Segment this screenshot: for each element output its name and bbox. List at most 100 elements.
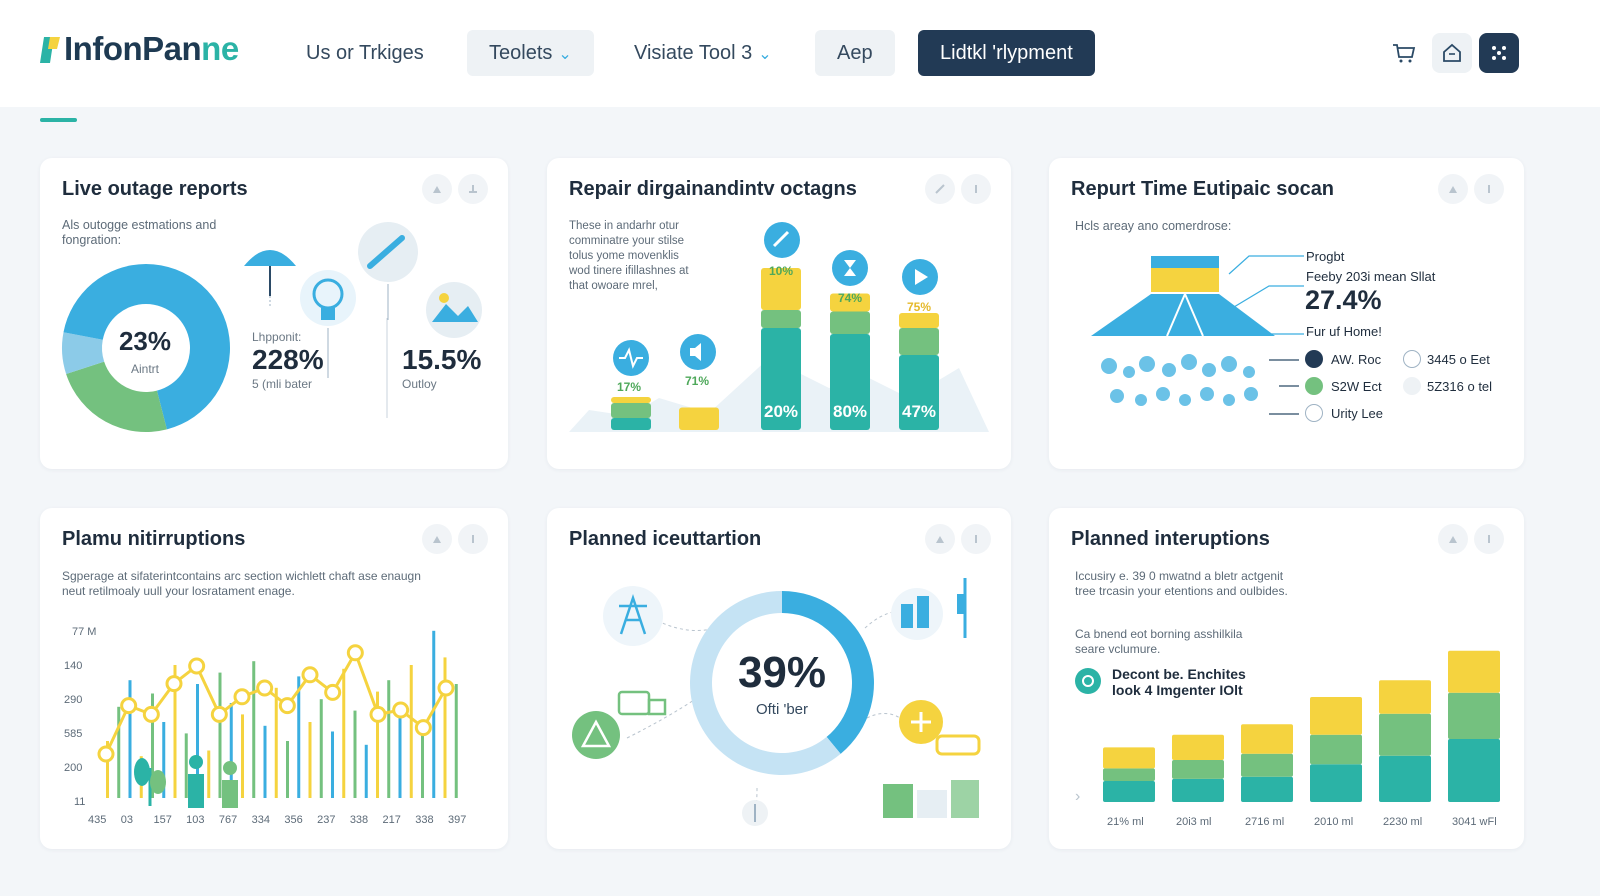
repair-bar-chart (611, 268, 939, 430)
nav-item-tools[interactable]: Teolets ⌄ (467, 30, 594, 76)
interruption-point-8 (278, 697, 296, 715)
card-description: Iccusiry e. 39 0 mwatnd a bletr actgenit… (1075, 569, 1288, 599)
refresh-icon[interactable] (1075, 668, 1101, 694)
nav-item-0[interactable]: Us or Trkiges (284, 30, 446, 76)
repair-bar-4-seg-2 (899, 313, 939, 328)
interruption-point-2 (142, 705, 160, 723)
card-description: Als outogge estmations and fongration: (62, 218, 216, 248)
interruption-bar-4 (151, 693, 154, 798)
interruption-bar-4-seg-2 (1379, 680, 1431, 714)
share-icon[interactable] (422, 524, 452, 554)
settings-icon[interactable] (1474, 174, 1504, 204)
share-icon[interactable] (1438, 174, 1468, 204)
interruption-bar-1-seg-0 (1172, 778, 1224, 802)
interruption-bar-20 (331, 731, 334, 798)
x-tick: 237 (317, 814, 336, 826)
settings-icon[interactable] (961, 524, 991, 554)
legend-label: AW. Roc (1331, 352, 1382, 367)
share-icon[interactable] (422, 174, 452, 204)
x-label: 2010 ml (1314, 816, 1354, 828)
interruption-bar-1 (117, 706, 121, 798)
outage-donut-slice-2 (61, 332, 105, 374)
card-title: Planned interuptions (1071, 528, 1270, 550)
interruption-bar-11 (229, 703, 233, 798)
interruption-bar-0-seg-0 (1103, 781, 1155, 802)
repair-bar-2-seg-0 (761, 328, 801, 430)
cart-icon[interactable] (1384, 33, 1424, 73)
edit-icon[interactable] (925, 174, 955, 204)
desc-line: neut retilmoaly uull your losratament en… (62, 584, 295, 598)
interruption-bar-28 (421, 729, 424, 798)
primary-cta-button[interactable]: Lidtkl 'rlypment (918, 30, 1095, 76)
interruption-bar-2-seg-0 (1241, 776, 1293, 802)
city-icon (891, 578, 967, 640)
logo-mark-icon (40, 33, 62, 65)
card-actions (925, 174, 991, 204)
card-title: Plamu nitirruptions (62, 528, 246, 550)
repair-bar-4-seg-0 (899, 355, 939, 430)
repair-bar-0-seg-0 (611, 418, 651, 430)
card-title: Planned iceuttartion (569, 528, 762, 550)
y-tick: 290 (64, 694, 83, 706)
x-axis-labels: 21% ml 20i3 ml 2716 ml 2010 ml 2230 ml 3… (1089, 816, 1509, 832)
interruption-bar-17 (297, 676, 301, 798)
chevron-right-icon[interactable]: › (1075, 788, 1081, 805)
settings-icon[interactable] (458, 174, 488, 204)
share-icon[interactable] (1438, 524, 1468, 554)
apps-menu-icon[interactable] (1479, 33, 1519, 73)
interruption-point-9 (301, 666, 319, 684)
interruptions-stacked-bar-chart (1103, 650, 1500, 802)
share-icon[interactable] (925, 524, 955, 554)
interruption-bar-4-seg-1 (1379, 713, 1431, 756)
x-label: 3041 wFl (1452, 816, 1497, 828)
callout-value: 27.4% (1305, 285, 1382, 315)
legend-dot-icon (1305, 404, 1323, 422)
logo[interactable]: InfonPanne (40, 30, 239, 68)
donut-center-label: Aintrt (130, 362, 159, 376)
x-tick: 157 (153, 814, 172, 826)
play-icon (902, 259, 938, 295)
y-tick: 140 (64, 660, 83, 672)
card-planned-interruptions-line: Plamu nitirruptions Sgperage at sifateri… (40, 508, 508, 849)
warning-icon (572, 711, 620, 759)
speaker-icon (680, 334, 716, 370)
connector-lines (1228, 255, 1304, 415)
desc-line: seare vclumure. (1075, 642, 1161, 656)
donut-center-value: 39% (737, 648, 827, 697)
settings-icon[interactable] (458, 524, 488, 554)
nav-item-app[interactable]: Aep (815, 30, 895, 76)
primary-cta-label: Lidtkl 'rlypment (940, 42, 1073, 64)
x-tick: 435 (88, 814, 107, 826)
interruption-bar-23 (364, 744, 368, 798)
legend-dot-icon (1305, 377, 1323, 395)
nav-item-visiate[interactable]: Visiate Tool 3 ⌄ (612, 30, 794, 76)
interruption-bar-2-seg-1 (1241, 753, 1293, 777)
planned-donut-slice-0 (782, 591, 874, 754)
planned-donut-slice-1 (690, 591, 841, 775)
callout-text: Decont be. Enchites look 4 Imgenter IOlt (1112, 666, 1246, 698)
repair-bar-4-seg-1 (899, 328, 939, 355)
divider-line (386, 318, 388, 418)
wrench-icon (358, 222, 418, 320)
home-icon[interactable] (1432, 33, 1472, 73)
top-bar: InfonPanne Us or Trkiges Teolets ⌄ Visiat… (0, 0, 1600, 107)
planned-donut-chart (690, 591, 874, 775)
interruption-bar-31 (454, 684, 458, 798)
settings-icon[interactable] (1474, 524, 1504, 554)
x-tick: 334 (251, 814, 270, 826)
legend-value: 5Z316 o tel (1427, 379, 1493, 394)
interruption-bar-30 (443, 657, 447, 798)
callout-label: Fur uf Home! (1306, 324, 1382, 339)
interruption-point-14 (414, 719, 432, 737)
interruption-bar-13 (252, 661, 256, 798)
settings-icon[interactable] (961, 174, 991, 204)
interruption-bar-29 (432, 630, 436, 798)
desc-line: comminatre your stilse (569, 235, 685, 247)
card-title: Repair dirgainandintv octagns (569, 178, 857, 200)
interruptions-line-chart (97, 630, 458, 798)
bar-inner-label: 80% (832, 402, 868, 421)
repair-bar-2-seg-2 (761, 268, 801, 310)
interruption-bar-8 (196, 684, 199, 798)
interruption-point-5 (210, 705, 228, 723)
interruption-point-6 (233, 688, 251, 706)
